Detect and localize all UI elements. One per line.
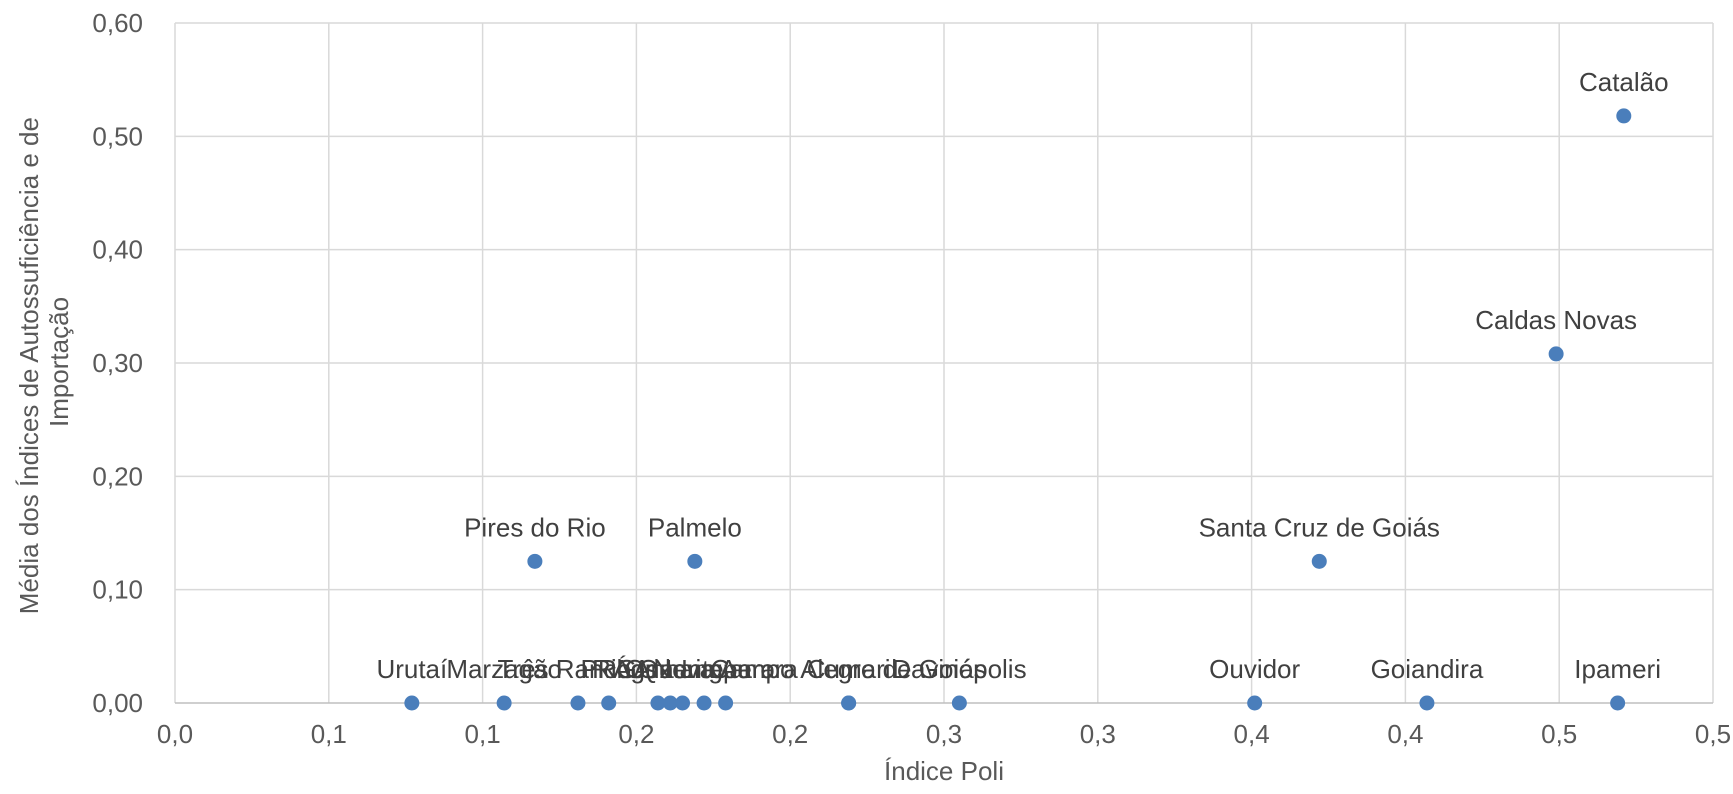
x-tick-label: 0,3	[1080, 719, 1116, 749]
data-point	[570, 695, 586, 711]
x-tick-label: 0,1	[311, 719, 347, 749]
y-tick-label: 0,60	[92, 8, 143, 38]
data-point	[404, 695, 420, 711]
data-point	[1548, 346, 1564, 362]
data-labels: Catalão Caldas Novas Santa Cruz de Goiás Pi…	[376, 67, 1668, 684]
y-tick-label: 0,40	[92, 235, 143, 265]
data-point	[718, 695, 734, 711]
data-label: Marzagão	[446, 654, 562, 684]
data-point	[1616, 108, 1632, 124]
data-point	[650, 695, 666, 711]
x-tick-label: 0,1	[465, 719, 501, 749]
data-point	[675, 695, 691, 711]
data-label: Pires do Rio	[464, 512, 606, 542]
data-label: Anhanguera	[633, 654, 775, 684]
data-label: Água Limpa	[613, 654, 752, 684]
data-label: Caldas Novas	[1475, 305, 1637, 335]
data-point	[662, 695, 678, 711]
x-tick-label: 0,5	[1541, 719, 1577, 749]
data-point	[601, 695, 617, 711]
x-tick-label: 0,2	[618, 719, 654, 749]
data-label: Palmelo	[648, 512, 742, 542]
data-point	[1610, 695, 1626, 711]
data-point	[1419, 695, 1435, 711]
x-tick-label: 0,2	[772, 719, 808, 749]
data-point	[951, 695, 967, 711]
data-label: Santa Cruz de Goiás	[1199, 512, 1440, 542]
data-label: Nova Aurora	[653, 654, 798, 684]
x-tick-label: 0,3	[926, 719, 962, 749]
data-label: Urutaí	[376, 654, 448, 684]
data-label: Davinópolis	[892, 654, 1026, 684]
data-label: Cumari	[807, 654, 891, 684]
x-tick-label: 0,4	[1234, 719, 1270, 749]
y-tick-label: 0,00	[92, 688, 143, 718]
x-axis-title: Índice Poli	[884, 756, 1004, 786]
data-label: Catalão	[1579, 67, 1669, 97]
data-point	[496, 695, 512, 711]
data-label: PRG	[581, 654, 637, 684]
data-point	[687, 553, 703, 569]
data-points	[404, 108, 1632, 711]
y-tick-labels: 0,00 0,10 0,20 0,30 0,40 0,50 0,60	[92, 8, 143, 718]
y-axis-title: Média dos Índices de Autossuficiência e …	[14, 110, 74, 614]
grid	[174, 22, 1714, 704]
y-tick-label: 0,30	[92, 348, 143, 378]
x-tick-label: 0,0	[157, 719, 193, 749]
data-point	[527, 553, 543, 569]
data-point	[841, 695, 857, 711]
data-point	[1247, 695, 1263, 711]
data-label: Campo Alegre de Goiás	[711, 654, 987, 684]
data-point	[1311, 553, 1327, 569]
y-tick-label: 0,20	[92, 461, 143, 491]
x-tick-labels: 0,0 0,1 0,1 0,2 0,2 0,3 0,3 0,4 0,4 0,5 0,5	[157, 719, 1731, 749]
data-label: Orizona	[625, 654, 717, 684]
data-point	[696, 695, 712, 711]
y-tick-label: 0,50	[92, 121, 143, 151]
data-label: Três Ranchos	[498, 654, 659, 684]
data-label: Goiandira	[1371, 654, 1484, 684]
x-tick-label: 0,5	[1695, 719, 1731, 749]
x-tick-label: 0,4	[1387, 719, 1423, 749]
y-axis-title-line-2: Importação	[44, 297, 74, 427]
data-label: Rio Quente	[592, 654, 724, 684]
data-label: Ipameri	[1574, 654, 1661, 684]
y-tick-label: 0,10	[92, 575, 143, 605]
data-label: Ouvidor	[1209, 654, 1300, 684]
y-axis-title-line-1: Média dos Índices de Autossuficiência e …	[14, 117, 44, 614]
